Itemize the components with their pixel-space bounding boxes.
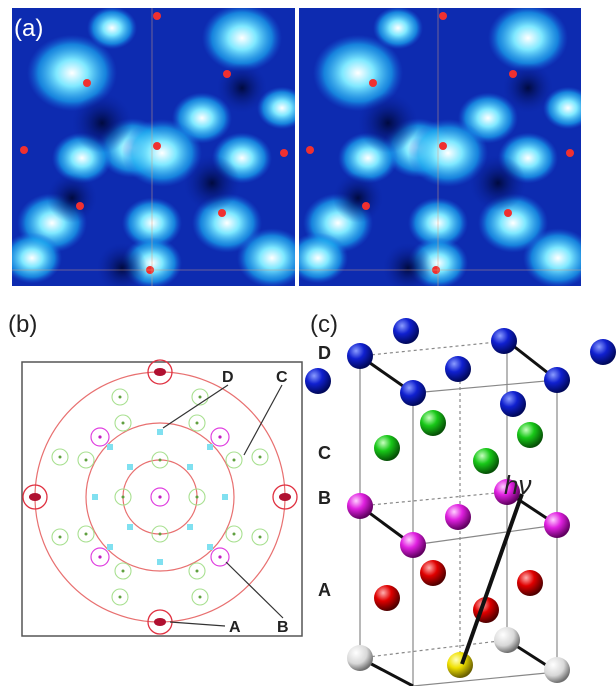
atom [347,493,373,519]
marker-square [222,494,228,500]
atom [347,343,373,369]
marker-dot [98,555,101,558]
panel-b: (b) D C A B [8,311,302,636]
atom [393,318,419,344]
atom [445,356,471,382]
marker-dot [59,536,62,539]
atom [420,410,446,436]
marker-square [127,524,133,530]
panel-label: (b) [8,311,37,338]
atom [544,367,570,393]
marker-dot [233,459,236,462]
atom [491,328,517,354]
figure: (a) (b) D C A B (c) [0,0,616,686]
marker-dot [122,496,125,499]
panel-label: (a) [14,15,43,42]
marker-dot [59,456,62,459]
atom [517,422,543,448]
atom [400,532,426,558]
marker-dot [122,570,125,573]
marker-dot [154,368,166,376]
marker-square [92,494,98,500]
hologram-left [2,4,307,293]
atom [347,645,373,671]
marker-dot [119,596,122,599]
marker-dot [259,536,262,539]
annotation: B [277,619,289,636]
panel-label: (c) [310,311,338,338]
marker-dot [85,533,88,536]
marker-dot [119,396,122,399]
marker-square [207,544,213,550]
photon-label: hν [504,470,531,500]
marker-dot [158,495,161,498]
atom [374,585,400,611]
atom [374,435,400,461]
atom [517,570,543,596]
layer-label: C [318,443,331,463]
atom [445,504,471,530]
atom [544,657,570,683]
marker-dot [218,435,221,438]
layer-label: B [318,488,331,508]
marker-square [107,544,113,550]
atom [400,380,426,406]
atom [305,368,331,394]
marker-dot [196,422,199,425]
marker-dot [233,533,236,536]
marker-dot [218,555,221,558]
panel-a: (a) [2,4,593,293]
atom [473,448,499,474]
atom [590,339,616,365]
marker-dot [199,396,202,399]
atom [544,512,570,538]
atom [420,560,446,586]
annotation: D [222,369,234,386]
marker-dot [159,533,162,536]
marker-dot [85,459,88,462]
atom [494,627,520,653]
annotation: A [229,619,241,636]
marker-square [157,429,163,435]
atom [500,391,526,417]
marker-square [187,524,193,530]
atom [447,652,473,678]
marker-square [157,559,163,565]
hologram-right [288,4,593,293]
marker-dot [154,618,166,626]
marker-square [107,444,113,450]
annotation: C [276,369,288,386]
marker-square [127,464,133,470]
marker-dot [98,435,101,438]
marker-dot [29,493,41,501]
marker-dot [196,496,199,499]
layer-label: D [318,343,331,363]
layer-label: A [318,580,331,600]
marker-dot [259,456,262,459]
marker-square [207,444,213,450]
marker-dot [199,596,202,599]
marker-dot [279,493,291,501]
marker-square [187,464,193,470]
marker-dot [159,459,162,462]
marker-dot [196,570,199,573]
panel-c: (c) D C B A hν [305,311,616,686]
marker-dot [122,422,125,425]
